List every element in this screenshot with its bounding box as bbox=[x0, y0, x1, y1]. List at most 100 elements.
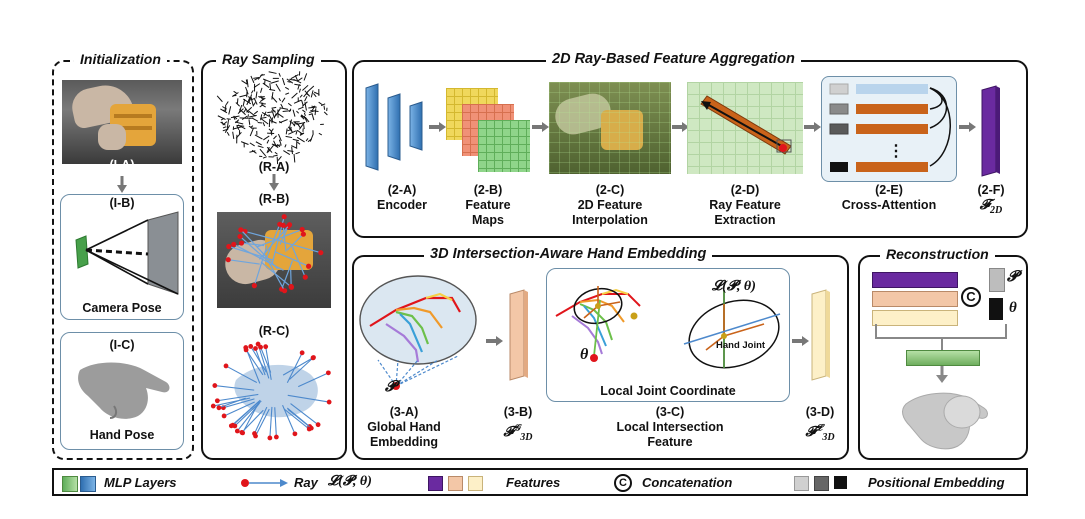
random-ray bbox=[251, 149, 257, 154]
mesh-ray bbox=[241, 409, 264, 433]
random-ray bbox=[233, 115, 238, 120]
random-ray bbox=[250, 75, 255, 84]
random-ray bbox=[313, 91, 320, 96]
random-ray bbox=[287, 80, 291, 83]
ray-origin-dot bbox=[267, 435, 273, 441]
arrow-2a-2b bbox=[429, 122, 446, 132]
arrow-2c-2d bbox=[672, 122, 689, 132]
ray-origin-dot bbox=[251, 283, 257, 289]
ray-origin-dot bbox=[299, 350, 305, 356]
label-3a-name2: Embedding bbox=[369, 435, 439, 449]
random-ray bbox=[260, 87, 263, 93]
f3d-local-symbol: 𝓕 bbox=[805, 424, 816, 440]
random-ray bbox=[225, 101, 229, 106]
random-ray bbox=[257, 145, 264, 149]
random-ray bbox=[304, 116, 310, 123]
random-ray bbox=[245, 79, 248, 84]
random-ray bbox=[310, 109, 319, 112]
random-ray bbox=[267, 145, 274, 153]
random-ray bbox=[278, 72, 281, 77]
random-ray bbox=[267, 111, 273, 114]
photo-ray bbox=[286, 233, 304, 251]
random-ray bbox=[220, 108, 228, 114]
ray-origin-dot bbox=[212, 383, 218, 388]
hand-mesh-blob bbox=[234, 364, 318, 418]
mesh-ray bbox=[223, 398, 255, 409]
random-ray bbox=[284, 144, 287, 148]
ray-origin-dot bbox=[310, 355, 316, 361]
random-ray bbox=[285, 92, 290, 95]
arrow-3a-3b bbox=[486, 336, 503, 346]
random-ray bbox=[281, 77, 286, 86]
random-ray bbox=[275, 83, 281, 92]
ray-origin-dot bbox=[223, 363, 229, 369]
ray-origin-dot bbox=[221, 413, 227, 419]
ray-origin-dot bbox=[214, 398, 220, 404]
label-2b-name1: Feature bbox=[465, 198, 511, 212]
legend-ray-label: Ray bbox=[294, 475, 318, 490]
random-ray bbox=[277, 133, 282, 142]
random-ray bbox=[285, 128, 288, 135]
ray-origin-dot bbox=[239, 429, 245, 435]
random-ray bbox=[230, 115, 240, 119]
random-ray bbox=[237, 108, 244, 114]
label-hand-pose: Hand Pose bbox=[89, 428, 155, 442]
hand-embedding-title: 3D Intersection-Aware Hand Embedding bbox=[424, 246, 713, 262]
f3d-local-sup: 𝓛 bbox=[815, 422, 823, 432]
concat-bracket bbox=[875, 324, 1007, 350]
ray-overlay bbox=[225, 214, 324, 294]
mesh-ray bbox=[289, 357, 314, 380]
random-ray bbox=[270, 128, 274, 133]
random-ray bbox=[292, 109, 296, 117]
photo-ray bbox=[228, 259, 260, 265]
random-ray bbox=[228, 106, 232, 115]
label-2d-name1: Ray Feature bbox=[709, 198, 781, 212]
photo-ray bbox=[240, 229, 279, 270]
random-ray bbox=[298, 88, 301, 93]
random-ray bbox=[300, 115, 306, 119]
pos-light-cube bbox=[794, 476, 809, 491]
ray-origin-dot bbox=[308, 425, 314, 431]
random-ray bbox=[262, 156, 267, 159]
ray-origin-dot bbox=[238, 227, 244, 233]
random-ray bbox=[302, 109, 306, 113]
arrow-3c-3d bbox=[792, 336, 809, 346]
random-ray bbox=[253, 97, 258, 105]
random-ray bbox=[298, 121, 305, 130]
random-ray bbox=[255, 141, 262, 146]
ray-origin-dot bbox=[263, 344, 269, 350]
random-ray bbox=[297, 141, 301, 145]
random-ray bbox=[273, 135, 277, 140]
photo-ray bbox=[281, 241, 321, 254]
local-coordinate-ellipse bbox=[683, 290, 781, 369]
random-ray bbox=[311, 105, 316, 111]
label-2f-id: (2-F) bbox=[977, 183, 1005, 197]
ray-origin-dot bbox=[273, 434, 279, 440]
label-camera-pose: Camera Pose bbox=[82, 301, 162, 315]
mesh-ray bbox=[236, 402, 261, 432]
ray-origin-dot bbox=[225, 257, 231, 263]
mlp-blue-icon bbox=[80, 476, 96, 492]
photo-ray bbox=[233, 243, 284, 271]
random-ray bbox=[279, 107, 289, 110]
random-ray bbox=[291, 92, 298, 99]
random-ray bbox=[323, 111, 328, 116]
random-ray bbox=[304, 96, 308, 102]
mesh-ray bbox=[282, 357, 314, 376]
random-ray bbox=[250, 90, 254, 94]
f2d-symbol: 𝓕 bbox=[979, 198, 991, 213]
ray-origin-dot bbox=[302, 274, 308, 280]
random-ray bbox=[271, 91, 274, 100]
label-2c-name1: 2D Feature bbox=[577, 198, 643, 212]
random-ray bbox=[247, 114, 249, 119]
mlp-bar bbox=[906, 350, 980, 366]
ray-origin-dot bbox=[286, 222, 293, 228]
random-ray bbox=[310, 90, 314, 98]
legend-concat-icon: C bbox=[614, 474, 632, 492]
label-ra: (R-A) bbox=[258, 160, 290, 174]
random-ray bbox=[278, 139, 282, 145]
feature-map-green bbox=[478, 120, 530, 172]
pos-dark-cube bbox=[834, 476, 847, 489]
label-3b: (3-B) 𝓕𝒢3D bbox=[488, 405, 548, 444]
label-3d-id: (3-D) bbox=[805, 405, 835, 419]
